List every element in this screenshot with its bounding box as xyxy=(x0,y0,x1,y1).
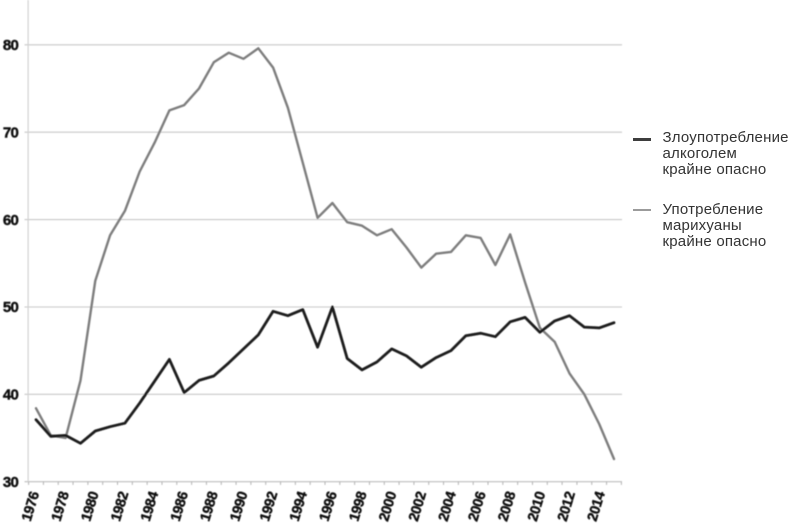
svg-text:80: 80 xyxy=(3,37,19,54)
svg-text:60: 60 xyxy=(3,212,19,229)
svg-text:50: 50 xyxy=(3,299,19,316)
svg-text:30: 30 xyxy=(3,474,19,491)
svg-text:40: 40 xyxy=(3,387,19,404)
svg-text:70: 70 xyxy=(3,124,19,141)
